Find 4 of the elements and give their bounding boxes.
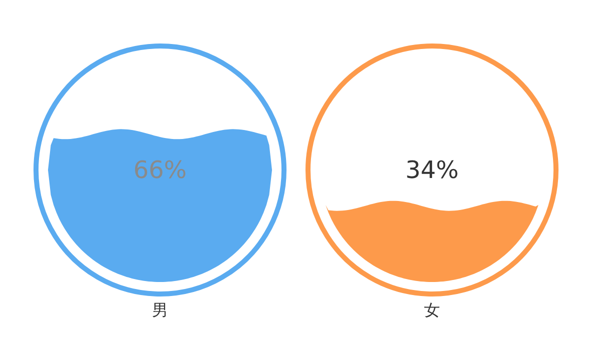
data-label: 34% bbox=[405, 156, 459, 184]
category-label: 男 bbox=[152, 300, 168, 320]
category-label: 女 bbox=[424, 300, 440, 320]
data-label: 66% bbox=[133, 156, 187, 184]
